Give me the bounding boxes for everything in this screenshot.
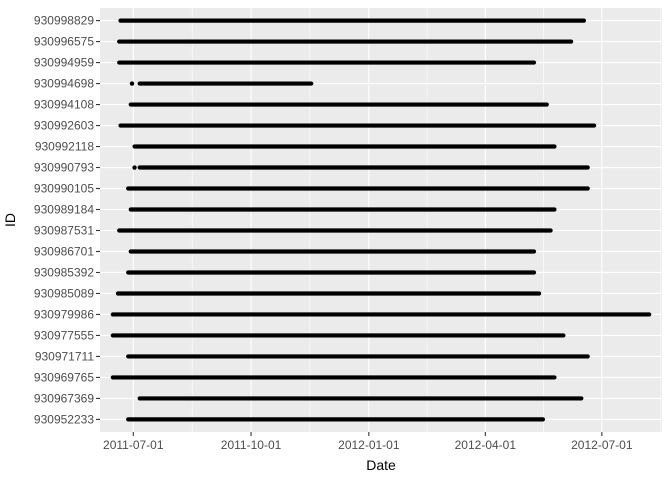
y-tick-label: 930998829 [34, 14, 94, 28]
y-tick-label: 930992118 [35, 140, 95, 154]
y-tick-label: 930990105 [34, 182, 94, 196]
y-tick-label: 930994108 [34, 98, 94, 112]
y-tick-label: 930971711 [35, 349, 95, 363]
y-tick-label: 930969765 [34, 370, 94, 384]
y-tick-label: 930987531 [34, 223, 94, 237]
y-tick-label: 930992603 [34, 119, 94, 133]
y-axis-ticks [96, 20, 100, 420]
plot-panel [100, 8, 662, 432]
y-axis-title: ID [2, 213, 18, 227]
y-tick-label: 930994698 [34, 77, 94, 91]
y-tick-label: 930990793 [34, 161, 94, 175]
minor-gridlines-x [191, 8, 661, 432]
y-tick-label: 930989184 [34, 203, 94, 217]
series-segments [110, 18, 652, 422]
x-tick-label: 2012-01-01 [338, 438, 400, 452]
series-point [132, 165, 137, 170]
x-axis-title: Date [366, 457, 396, 473]
series-point [129, 81, 135, 86]
x-axis-tick-labels: 2011-07-01 2011-10-01 2012-01-01 2012-04-01… [103, 438, 633, 452]
y-tick-label: 930994959 [34, 56, 94, 70]
major-gridlines-x [132, 8, 603, 432]
x-tick-label: 2012-07-01 [571, 438, 633, 452]
y-tick-label: 930979986 [34, 307, 94, 321]
y-tick-label: 930996575 [34, 35, 94, 49]
y-tick-label: 930985089 [34, 286, 94, 300]
y-axis-tick-labels: 930998829 930996575 930994959 930994698 9309… [34, 14, 94, 427]
y-tick-label: 930985392 [34, 265, 94, 279]
x-tick-label: 2011-07-01 [103, 438, 164, 452]
y-tick-label: 930986701 [34, 244, 94, 258]
x-axis-ticks [132, 432, 603, 436]
y-tick-label: 930952233 [34, 412, 94, 426]
y-tick-label: 930977555 [34, 328, 94, 342]
x-tick-label: 2011-10-01 [221, 438, 282, 452]
y-tick-label: 930967369 [34, 391, 94, 405]
x-tick-label: 2012-04-01 [455, 438, 517, 452]
